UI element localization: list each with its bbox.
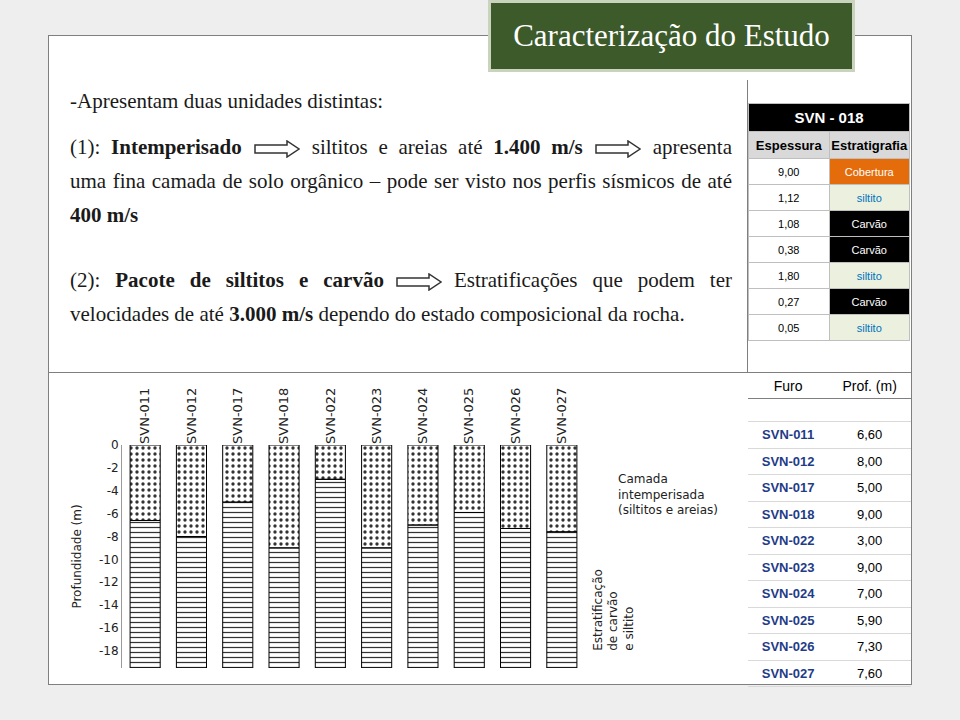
html-text:Prof. (m): Prof. (m) — [842, 377, 897, 394]
html-text:SVN-025: SVN-025 — [761, 612, 815, 628]
svg-text:SVN-017: SVN-017 — [230, 388, 245, 444]
html-text:9,00: 9,00 — [856, 559, 883, 575]
html-text:siltito: siltito — [856, 191, 882, 204]
svg-text:SVN-023: SVN-023 — [369, 388, 384, 444]
html-text:0,27: 0,27 — [778, 295, 800, 308]
svg-text:-2: -2 — [107, 461, 119, 475]
html-text:SVN-023: SVN-023 — [761, 559, 815, 575]
html-text:SVN-027: SVN-027 — [761, 665, 815, 681]
html-text:Cobertura: Cobertura — [844, 165, 894, 178]
html-text:apresenta uma fina camada de s: apresenta uma fina camada de solo orgâni… — [70, 135, 732, 193]
html-text:5,90: 5,90 — [856, 612, 883, 628]
svg-text:Estratificaçãode carvãoe silti: Estratificaçãode carvãoe siltito — [591, 569, 636, 651]
svg-text:-12: -12 — [99, 575, 119, 589]
svg-text:SVN-012: SVN-012 — [184, 388, 199, 444]
html-text:400 m/s: 400 m/s — [70, 203, 139, 227]
html-text:SVN-022: SVN-022 — [761, 533, 815, 549]
html-text:Carvão: Carvão — [851, 217, 887, 230]
html-text:Espessura: Espessura — [755, 137, 822, 153]
html-text:SVN-024: SVN-024 — [761, 586, 815, 602]
html-text:7,00: 7,00 — [856, 586, 883, 602]
html-text:(2): Pacote de siltitos e carv: (2): Pacote de siltitos e carvão — [70, 268, 384, 292]
html-text:Furo: Furo — [773, 377, 803, 394]
html-text:SVN - 018: SVN - 018 — [794, 109, 864, 126]
svg-text:SVN-018: SVN-018 — [276, 388, 291, 444]
html-text:7,30: 7,30 — [856, 639, 883, 655]
html-text:Carvão: Carvão — [851, 295, 887, 308]
html-text:siltito: siltito — [856, 269, 882, 282]
svg-text:-16: -16 — [99, 621, 119, 635]
html-text:9,00: 9,00 — [856, 506, 883, 522]
svg-text:0: 0 — [111, 438, 119, 452]
html-text:8,00: 8,00 — [856, 453, 883, 469]
html-text:3,00: 3,00 — [856, 533, 883, 549]
svg-text:SVN-026: SVN-026 — [508, 388, 523, 444]
html-text:siltitos e areias até 1.400 m/: siltitos e areias até 1.400 m/s — [311, 135, 583, 159]
html-text:Estratigrafia: Estratigrafia — [831, 137, 908, 153]
svg-text:-14: -14 — [99, 598, 119, 612]
svg-text:Camadaintemperisada(siltitos e: Camadaintemperisada(siltitos e areias) — [618, 472, 718, 517]
html-text:SVN-017: SVN-017 — [761, 480, 815, 496]
html-text:SVN-011: SVN-011 — [762, 427, 815, 443]
svg-text:SVN-011: SVN-011 — [137, 388, 152, 444]
html-text:(1): Intemperisado: (1): Intemperisado — [70, 135, 242, 159]
svg-text:Profundidade (m): Profundidade (m) — [70, 504, 84, 608]
html-text:SVN-026: SVN-026 — [761, 639, 815, 655]
svg-text:-18: -18 — [99, 644, 119, 658]
html-text:Estratificações que podem ter: Estratificações que podem ter velocidade… — [70, 268, 732, 326]
html-text:7,60: 7,60 — [856, 665, 883, 681]
html-text:siltito: siltito — [856, 321, 882, 334]
svg-text:-4: -4 — [107, 484, 119, 498]
svg-text:SVN-022: SVN-022 — [323, 388, 338, 444]
html-text:1,80: 1,80 — [778, 269, 800, 282]
svg-text:SVN-027: SVN-027 — [554, 388, 569, 444]
html-text:0,38: 0,38 — [778, 243, 800, 256]
svg-text:-6: -6 — [107, 507, 119, 521]
html-text:-Apresentam duas unidades dist: -Apresentam duas unidades distintas: — [70, 89, 384, 113]
svg-text:-8: -8 — [107, 530, 119, 544]
svg-text:-10: -10 — [99, 553, 119, 567]
html-text:1,08: 1,08 — [778, 217, 800, 230]
html-text:5,00: 5,00 — [856, 480, 883, 496]
svg-text:SVN-024: SVN-024 — [415, 388, 430, 444]
html-text:Carvão: Carvão — [851, 243, 887, 256]
html-text:Caracterização do Estudo: Caracterização do Estudo — [513, 18, 830, 53]
html-text:1,12: 1,12 — [778, 191, 800, 204]
html-text:SVN-012: SVN-012 — [761, 453, 815, 469]
html-text:6,60: 6,60 — [856, 427, 883, 443]
svg-text:SVN-025: SVN-025 — [461, 388, 476, 444]
html-text:0,05: 0,05 — [778, 321, 800, 334]
html-text:9,00: 9,00 — [778, 165, 800, 178]
html-text:SVN-018: SVN-018 — [761, 506, 815, 522]
